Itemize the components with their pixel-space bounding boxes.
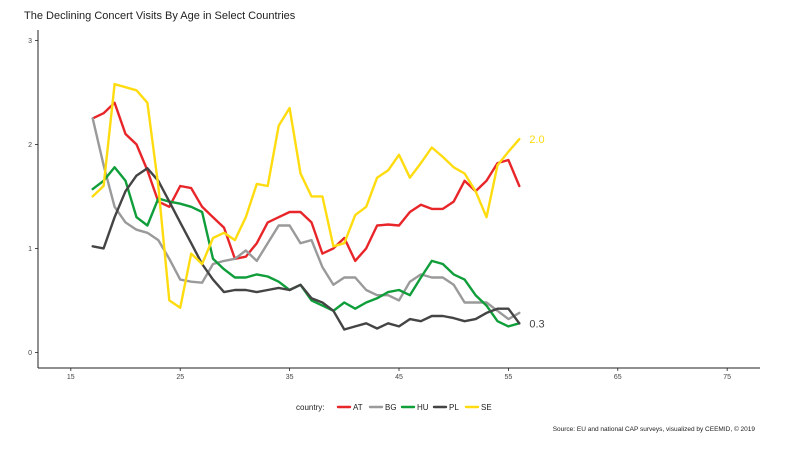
- legend-entry-pl: PL: [432, 403, 459, 412]
- series-line-se: [91, 82, 521, 309]
- x-tick-label: 35: [286, 374, 294, 381]
- series-line-hu: [91, 166, 521, 328]
- source-note: Source: EU and national CAP surveys, vis…: [553, 425, 756, 433]
- end-labels: 2.0 0.3: [529, 134, 544, 330]
- legend-entry-bg: BG: [368, 403, 397, 412]
- legend-label-hu: HU: [417, 403, 429, 412]
- x-tick-label: 75: [723, 374, 731, 381]
- series-line-pl: [91, 167, 521, 331]
- y-tick-label: 3: [28, 38, 32, 45]
- legend-label-bg: BG: [385, 403, 397, 412]
- y-tick-label: 1: [28, 246, 32, 253]
- end-label-pl: 0.3: [529, 318, 544, 330]
- legend-title: country:: [296, 403, 324, 412]
- x-tick-label: 15: [67, 374, 75, 381]
- x-tick-label: 55: [504, 374, 512, 381]
- legend-entry-se: SE: [464, 403, 492, 412]
- x-tick-label: 45: [395, 374, 403, 381]
- legend: country: AT BG HU PL SE: [296, 403, 492, 412]
- x-tick-label: 25: [176, 374, 184, 381]
- end-label-se: 2.0: [529, 134, 544, 146]
- legend-label-pl: PL: [449, 403, 459, 412]
- x-tick-label: 65: [614, 374, 622, 381]
- y-tick-label: 0: [28, 350, 32, 357]
- chart-title: The Declining Concert Visits By Age in S…: [24, 10, 296, 22]
- series-lines: [91, 82, 521, 331]
- y-tick-label: 2: [28, 142, 32, 149]
- series-line-at: [91, 101, 521, 263]
- legend-entry-at: AT: [336, 403, 363, 412]
- legend-label-at: AT: [353, 403, 363, 412]
- legend-label-se: SE: [481, 403, 492, 412]
- legend-entry-hu: HU: [400, 403, 429, 412]
- axes: 15 25 35 45 55 65 75 0 1 2 3: [28, 30, 760, 381]
